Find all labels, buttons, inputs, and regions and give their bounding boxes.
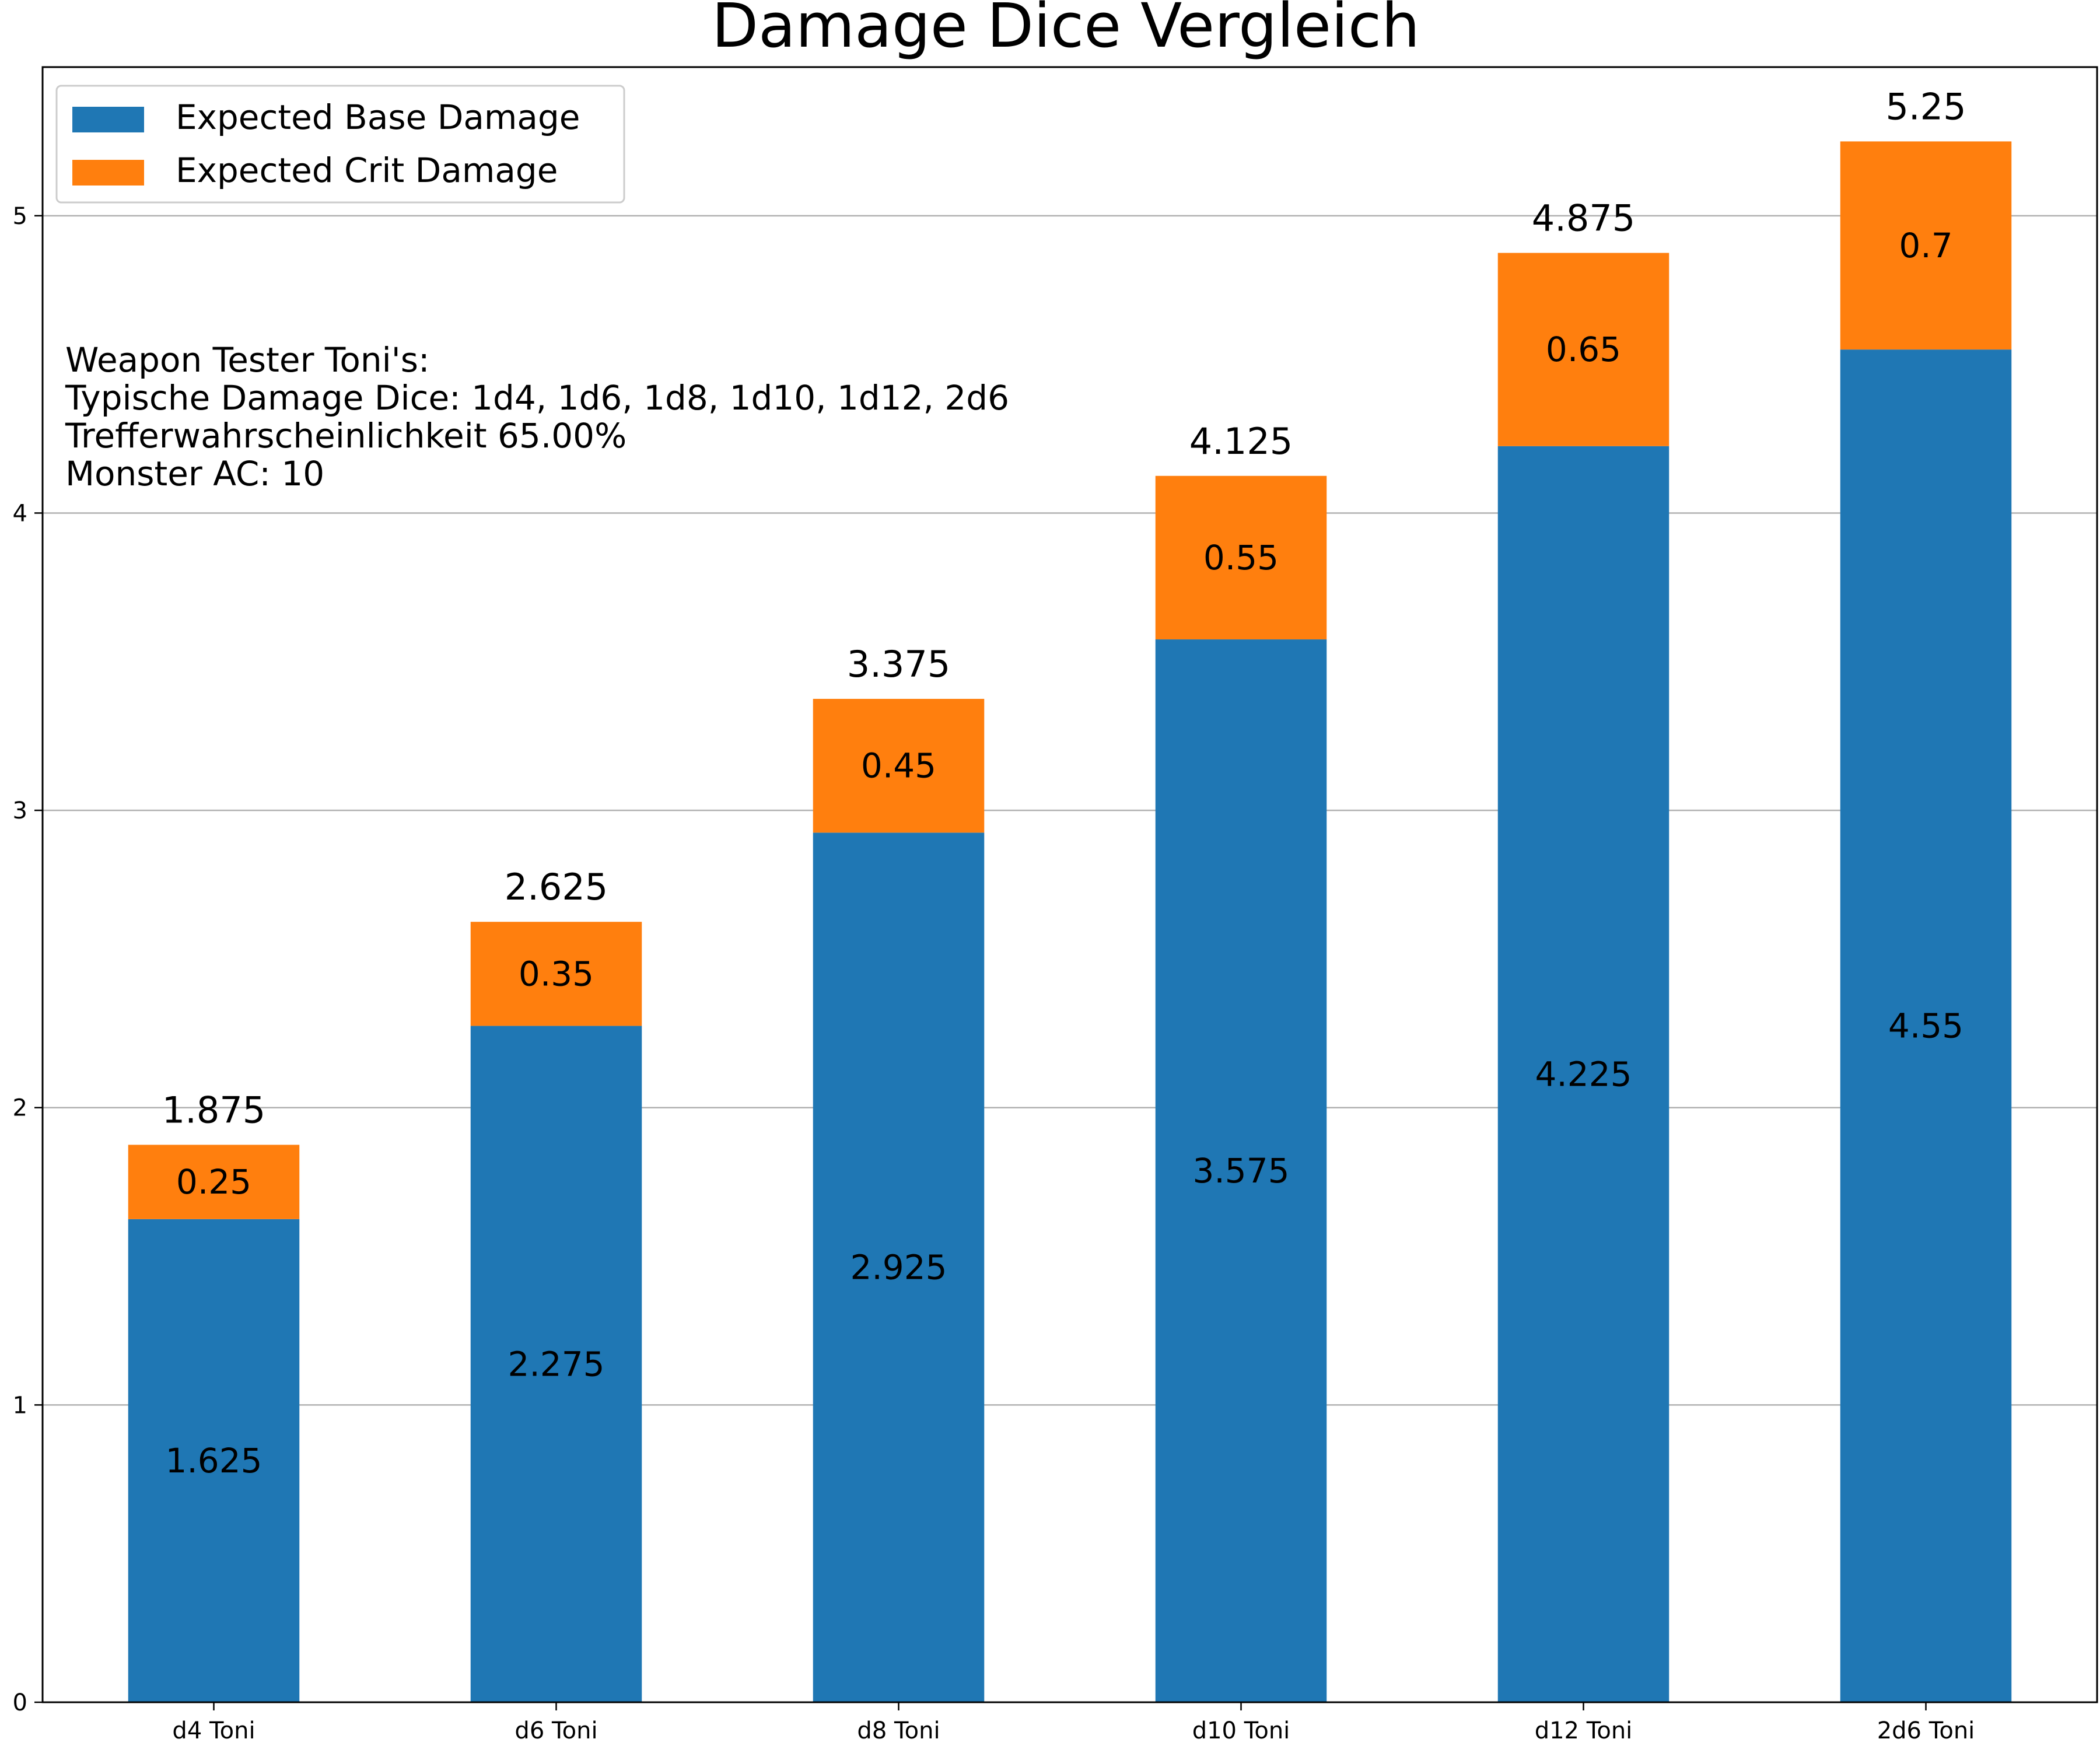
x-tick-label: d4 Toni	[172, 1717, 255, 1744]
bar-base-damage	[1840, 349, 2012, 1702]
bar-crit-damage	[1155, 475, 1327, 640]
legend: Expected Base Damage Expected Crit Damage	[55, 85, 625, 204]
total-value-label: 5.25	[1885, 85, 1966, 128]
bar-labels: 1.625 0.25 1.875 2.275 0.35 2.625 2.925 0.45 3.3…	[162, 85, 1966, 1481]
x-tick-label: d10 Toni	[1192, 1717, 1290, 1744]
annotation-text: Weapon Tester Toni's:Typische Damage Dic…	[65, 340, 1009, 494]
total-value-label: 1.875	[162, 1089, 266, 1131]
crit-value-label: 0.45	[861, 746, 936, 786]
crit-value-label: 0.65	[1546, 330, 1621, 369]
legend-box	[55, 85, 625, 204]
bars	[128, 141, 2012, 1702]
base-value-label: 1.625	[165, 1441, 262, 1481]
base-value-label: 4.55	[1888, 1006, 1964, 1046]
x-tick-label: d6 Toni	[514, 1717, 597, 1744]
y-tick-label: 4	[13, 500, 27, 527]
base-value-label: 2.275	[508, 1344, 604, 1384]
bar-base-damage	[813, 832, 985, 1702]
crit-value-label: 0.25	[176, 1162, 251, 1202]
total-value-label: 4.125	[1189, 420, 1293, 463]
bar-base-damage	[1497, 446, 1670, 1702]
annotation-line: Monster AC: 10	[65, 454, 324, 494]
y-tick-label: 3	[13, 797, 27, 824]
grid-lines	[43, 215, 2097, 1406]
plot-frame	[41, 66, 2098, 1703]
chart-title: Damage Dice Vergleich	[712, 0, 1420, 61]
annotation-line: Weapon Tester Toni's:	[65, 340, 430, 380]
total-value-label: 2.625	[505, 866, 608, 908]
bar-base-damage	[470, 1026, 642, 1702]
x-tick-label: 2d6 Toni	[1877, 1717, 1975, 1744]
y-tick-label: 1	[13, 1392, 27, 1419]
x-tick-label: d8 Toni	[857, 1717, 940, 1744]
bar-base-damage	[128, 1219, 300, 1702]
legend-swatch	[72, 160, 144, 186]
crit-value-label: 0.55	[1203, 538, 1279, 578]
legend-swatch	[72, 107, 144, 132]
total-value-label: 3.375	[847, 643, 951, 685]
bar-base-damage	[1155, 639, 1327, 1702]
y-tick-label: 2	[13, 1095, 27, 1122]
bar-crit-damage	[128, 1145, 300, 1219]
y-tick-label: 0	[13, 1689, 27, 1716]
bar-crit-damage	[470, 922, 642, 1026]
y-tick-label: 5	[13, 203, 27, 230]
base-value-label: 4.225	[1535, 1054, 1632, 1094]
crit-value-label: 0.35	[519, 954, 594, 993]
bar-crit-damage	[813, 698, 985, 833]
legend-label: Expected Crit Damage	[176, 151, 558, 190]
annotation-line: Trefferwahrscheinlichkeit 65.00%	[65, 416, 626, 456]
bar-crit-damage	[1840, 141, 2012, 350]
annotation-line: Typische Damage Dice: 1d4, 1d6, 1d8, 1d1…	[65, 378, 1009, 418]
legend-label: Expected Base Damage	[176, 97, 580, 137]
bar-crit-damage	[1497, 253, 1670, 446]
axes: 0 1 2 3 4 5 d4 Toni d6 Toni d8 Toni d10 Toni d12 T…	[13, 66, 2098, 1744]
crit-value-label: 0.7	[1899, 226, 1952, 265]
x-tick-label: d12 Toni	[1535, 1717, 1633, 1744]
base-value-label: 2.925	[850, 1248, 947, 1287]
total-value-label: 4.875	[1532, 197, 1636, 240]
base-value-label: 3.575	[1192, 1151, 1289, 1191]
